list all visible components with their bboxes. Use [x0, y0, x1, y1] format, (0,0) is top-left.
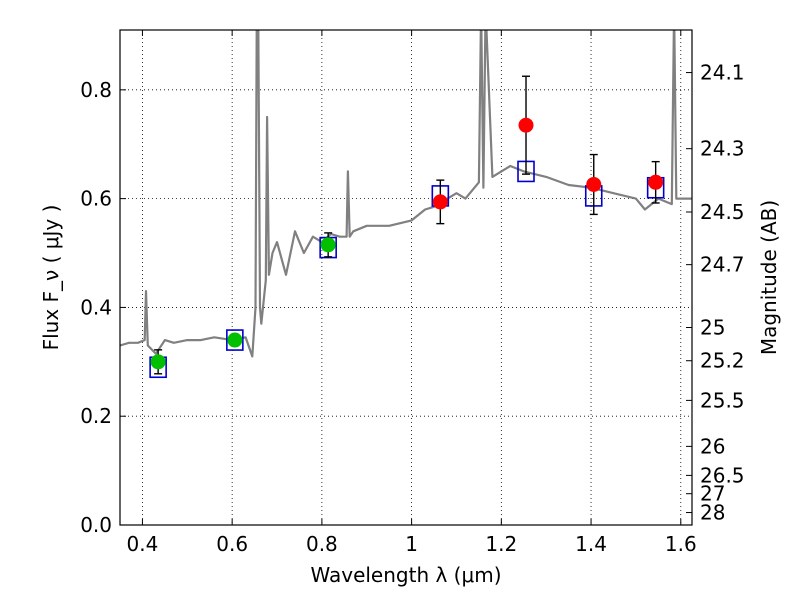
y2-tick-label: 24.3: [700, 137, 745, 161]
nir-data-point: [648, 174, 664, 190]
y-tick-label: 0.2: [80, 404, 112, 428]
y2-tick-label: 25.5: [700, 388, 745, 412]
y2-tick-label: 25: [700, 316, 725, 340]
y2-tick-label: 26.5: [700, 463, 745, 487]
x-tick-label: 1: [405, 532, 418, 556]
y-axis-label: Flux F_ν ( μJy ): [39, 205, 63, 351]
y-tick-label: 0.8: [80, 78, 112, 102]
y2-tick-label: 27: [700, 482, 725, 506]
y2-tick-label: 24.1: [700, 61, 745, 85]
grid: [120, 30, 692, 526]
y-tick-label: 0.6: [80, 187, 112, 211]
y-tick-label: 0.4: [80, 295, 112, 319]
y2-tick-label: 25.2: [700, 349, 745, 373]
nir-data-point: [586, 176, 602, 192]
nir-data-point: [432, 194, 448, 210]
x-tick-label: 1.2: [485, 532, 517, 556]
spectrum-layer: [120, 30, 692, 358]
y2-tick-label: 24.5: [700, 200, 745, 224]
optical-data-point: [150, 354, 166, 370]
model-photometry-box: [226, 329, 244, 351]
x-tick-label: 0.4: [127, 532, 159, 556]
x-tick-label: 0.6: [216, 532, 248, 556]
optical-data-point: [227, 332, 243, 348]
ticks: 0.4 0.6 0.8 1 1.2 1.4 1.6 0.0 0.2 0.4 0.6 0.8 24.1 24…: [80, 30, 745, 556]
nir-data-point: [518, 117, 534, 133]
spectrum-line: [120, 30, 692, 358]
plot-frame: [119, 29, 693, 526]
x-tick-label: 1.6: [665, 532, 697, 556]
optical-data-point: [320, 237, 336, 253]
photometry-layer: [149, 75, 665, 379]
y2-axis-label: Magnitude (AB): [757, 200, 781, 355]
y2-tick-label: 28: [700, 501, 725, 525]
x-tick-label: 1.4: [575, 532, 607, 556]
y2-tick-label: 26: [700, 434, 725, 458]
y-tick-label: 0.0: [80, 513, 112, 537]
x-axis-label: Wavelength λ (μm): [310, 563, 501, 587]
x-tick-label: 0.8: [306, 532, 338, 556]
y2-tick-label: 24.7: [700, 253, 745, 277]
